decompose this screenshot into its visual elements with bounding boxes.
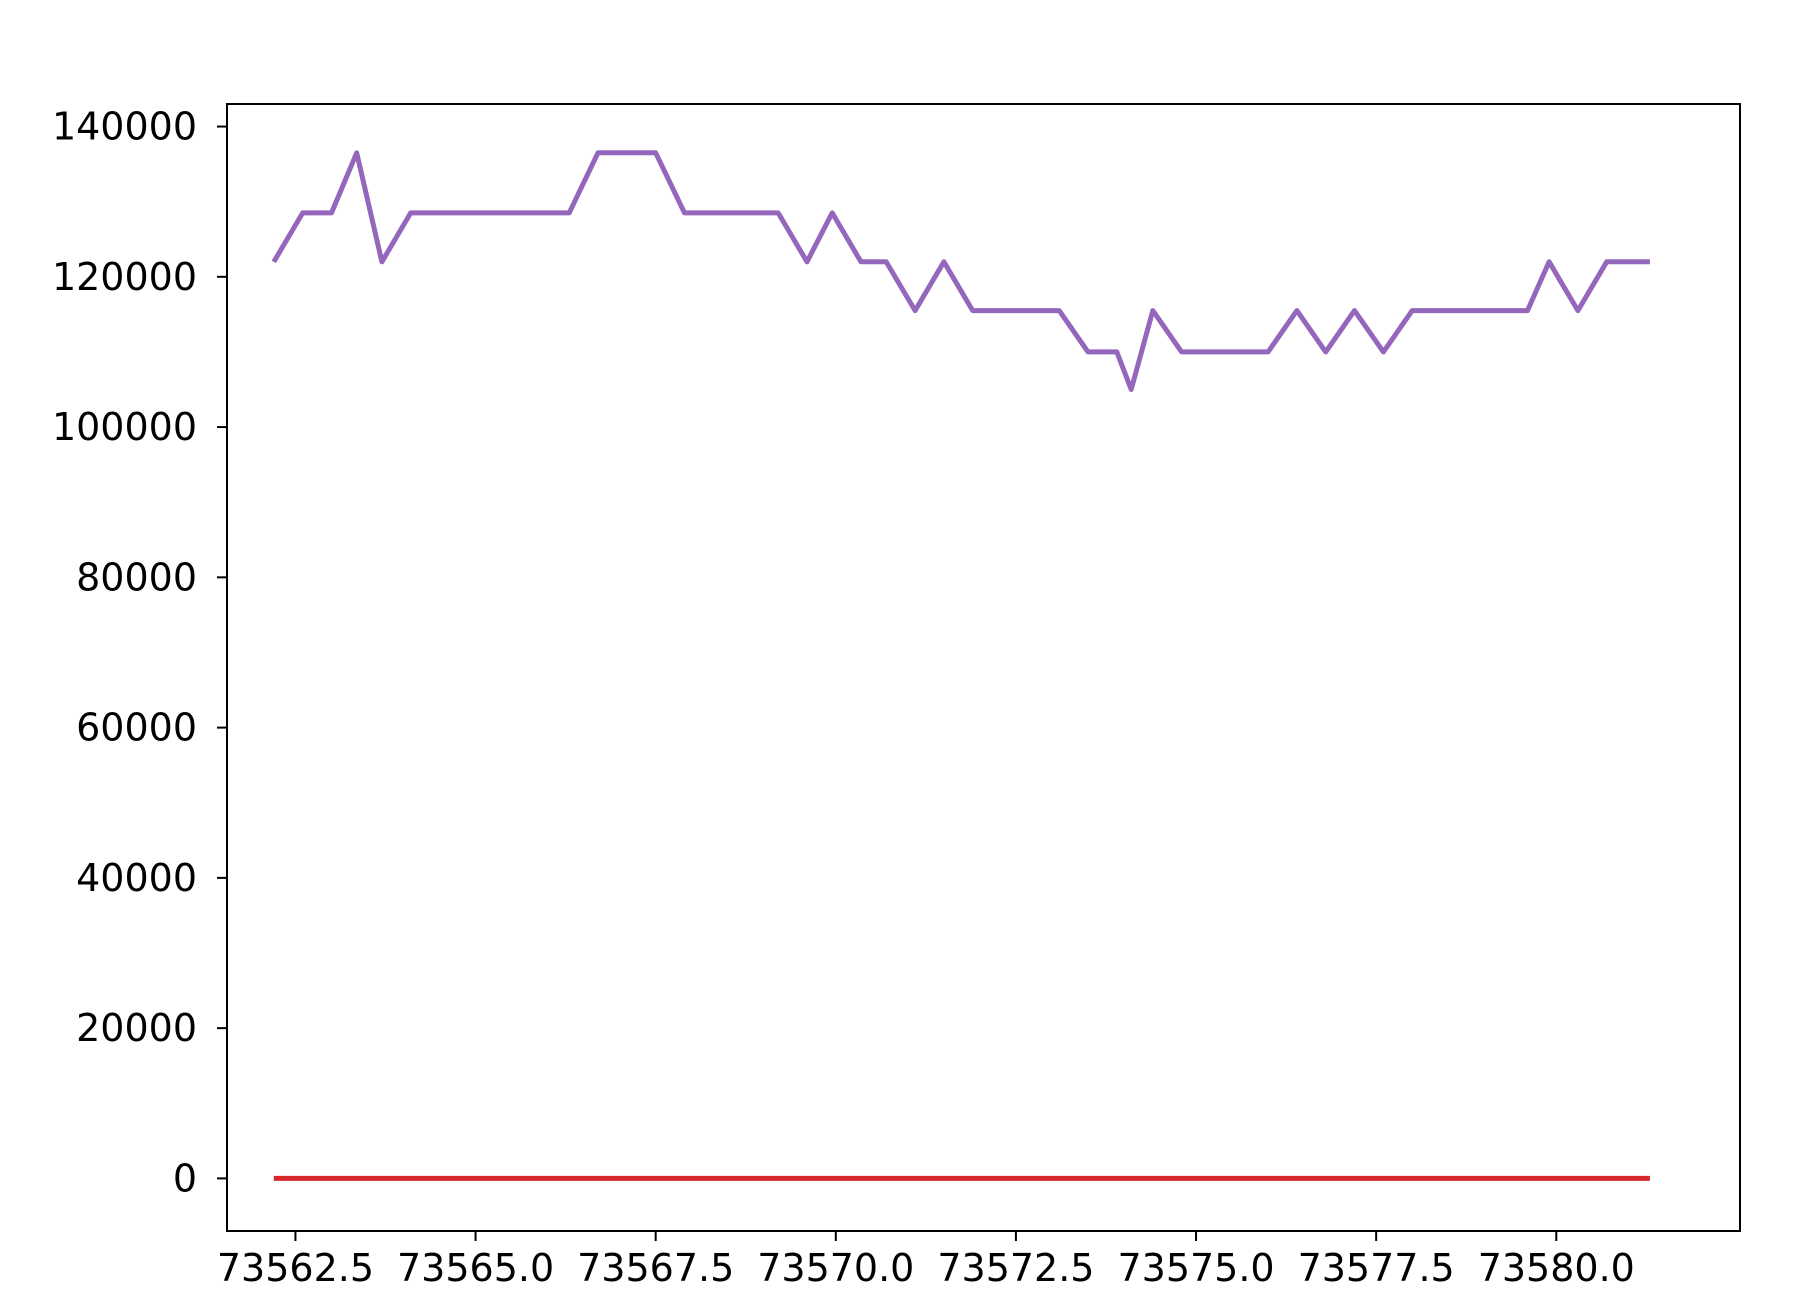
y-tick-label: 140000: [52, 105, 197, 149]
y-tick-label: 120000: [52, 255, 197, 299]
series-0-line: [271, 150, 1650, 392]
x-tick-label: 73567.5: [577, 1246, 734, 1290]
y-axis: 0 20000 40000 60000 80000 100000 120000 140000: [52, 105, 227, 1200]
x-axis: 73562.5 73565.0 73567.5 73570.0 73572.5 73575…: [217, 1231, 1635, 1290]
y-tick-label: 40000: [76, 856, 197, 900]
x-tick-label: 73572.5: [937, 1246, 1094, 1290]
y-tick-label: 100000: [52, 405, 197, 449]
x-tick-label: 73580.0: [1478, 1246, 1635, 1290]
plot-area: [227, 104, 1740, 1231]
x-tick-label: 73565.0: [397, 1246, 554, 1290]
y-tick-label: 60000: [76, 706, 197, 750]
y-tick-label: 80000: [76, 555, 197, 599]
x-tick-label: 73577.5: [1298, 1246, 1455, 1290]
x-tick-label: 73562.5: [217, 1246, 374, 1290]
y-tick-label: 0: [173, 1156, 197, 1200]
plot-frame: [226, 103, 1741, 1232]
x-tick-label: 73575.0: [1117, 1246, 1274, 1290]
y-tick-label: 20000: [76, 1006, 197, 1050]
x-tick-label: 73570.0: [757, 1246, 914, 1290]
series-layer: [271, 150, 1650, 1181]
